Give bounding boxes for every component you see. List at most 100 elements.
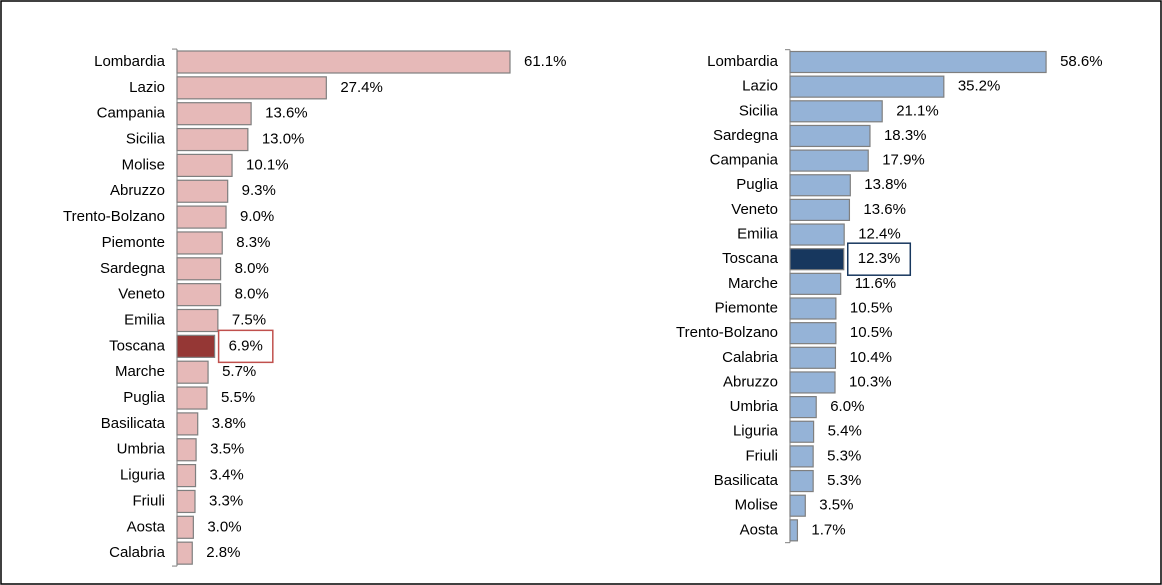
value-label: 13.8% bbox=[864, 176, 907, 193]
value-label: 3.8% bbox=[212, 415, 246, 432]
category-label: Sardegna bbox=[100, 260, 166, 277]
value-label: 21.1% bbox=[896, 102, 939, 119]
category-label: Lazio bbox=[129, 79, 165, 96]
category-label: Lombardia bbox=[94, 53, 166, 70]
bar bbox=[176, 50, 511, 74]
value-label: 27.4% bbox=[340, 79, 383, 96]
bar bbox=[789, 420, 815, 443]
bar bbox=[176, 179, 229, 203]
value-label: 13.6% bbox=[863, 201, 906, 218]
value-label: 5.3% bbox=[827, 472, 861, 489]
value-label: 7.5% bbox=[232, 311, 266, 328]
bar bbox=[176, 76, 327, 100]
category-label: Emilia bbox=[124, 311, 165, 328]
category-label: Lombardia bbox=[707, 53, 779, 70]
value-label: 10.3% bbox=[849, 373, 892, 390]
value-label: 8.3% bbox=[236, 234, 270, 251]
category-label: Sardegna bbox=[713, 127, 779, 144]
category-label: Liguria bbox=[733, 423, 779, 440]
value-label: 12.3% bbox=[858, 250, 901, 267]
value-label: 9.0% bbox=[240, 208, 274, 225]
highlight-box bbox=[847, 242, 912, 276]
value-label: 35.2% bbox=[958, 78, 1001, 95]
bar bbox=[789, 75, 945, 98]
value-label: 3.0% bbox=[207, 518, 241, 535]
category-label: Aosta bbox=[127, 518, 166, 535]
value-label: 18.3% bbox=[884, 127, 927, 144]
category-label: Campania bbox=[97, 105, 166, 122]
value-label: 9.3% bbox=[242, 182, 276, 199]
value-label: 17.9% bbox=[882, 152, 925, 169]
category-label: Friuli bbox=[746, 447, 779, 464]
bar bbox=[176, 360, 209, 384]
category-label: Molise bbox=[122, 156, 165, 173]
bar bbox=[789, 198, 851, 221]
bar bbox=[789, 272, 842, 295]
category-label: Liguria bbox=[120, 467, 166, 484]
category-label: Calabria bbox=[722, 349, 779, 366]
category-label: Abruzzo bbox=[110, 182, 165, 199]
bar bbox=[176, 283, 222, 307]
category-label: Molise bbox=[735, 497, 778, 514]
bar bbox=[789, 297, 837, 320]
category-label: Marche bbox=[728, 275, 778, 292]
value-label: 5.4% bbox=[828, 423, 862, 440]
value-label: 8.0% bbox=[235, 286, 269, 303]
bar bbox=[176, 102, 252, 126]
category-label: Friuli bbox=[133, 492, 166, 509]
bar bbox=[176, 541, 193, 565]
category-label: Umbria bbox=[117, 441, 166, 458]
highlight-box bbox=[217, 329, 274, 364]
bar bbox=[176, 231, 223, 255]
category-label: Abruzzo bbox=[723, 373, 778, 390]
bar bbox=[789, 248, 845, 271]
bar bbox=[176, 515, 194, 539]
bar bbox=[176, 205, 227, 229]
category-label: Campania bbox=[710, 152, 779, 169]
bar bbox=[789, 322, 837, 345]
category-label: Toscana bbox=[722, 250, 779, 267]
value-label: 2.8% bbox=[206, 544, 240, 561]
value-label: 3.4% bbox=[210, 467, 244, 484]
value-label: 12.4% bbox=[858, 226, 901, 243]
value-label: 3.5% bbox=[819, 497, 853, 514]
bar bbox=[176, 334, 216, 358]
bar bbox=[176, 127, 249, 152]
value-label: 10.5% bbox=[850, 299, 893, 316]
value-label: 10.1% bbox=[246, 156, 289, 173]
category-label: Puglia bbox=[123, 389, 165, 406]
value-label: 11.6% bbox=[855, 275, 896, 292]
bar bbox=[789, 494, 806, 517]
category-label: Trento-Bolzano bbox=[676, 324, 778, 341]
category-label: Aosta bbox=[740, 521, 779, 538]
value-label: 3.3% bbox=[209, 492, 243, 509]
category-label: Basilicata bbox=[714, 472, 779, 489]
value-label: 3.5% bbox=[210, 441, 244, 458]
bar bbox=[176, 464, 197, 488]
value-label: 5.5% bbox=[221, 389, 255, 406]
value-label: 61.1% bbox=[524, 53, 567, 70]
bar bbox=[789, 469, 814, 493]
bar bbox=[789, 124, 871, 148]
category-label: Sicilia bbox=[126, 131, 166, 148]
category-label: Trento-Bolzano bbox=[63, 208, 165, 225]
category-label: Piemonte bbox=[102, 234, 165, 251]
category-label: Emilia bbox=[737, 226, 778, 243]
category-label: Umbria bbox=[730, 398, 779, 415]
value-label: 10.4% bbox=[849, 349, 892, 366]
bar bbox=[789, 100, 883, 123]
bar bbox=[176, 412, 199, 436]
value-label: 8.0% bbox=[235, 260, 269, 277]
value-label: 6.0% bbox=[830, 398, 864, 415]
bar bbox=[789, 346, 837, 369]
value-label: 13.0% bbox=[262, 131, 305, 148]
bar bbox=[789, 445, 814, 468]
bar bbox=[789, 371, 836, 394]
category-label: Veneto bbox=[731, 201, 778, 218]
category-label: Basilicata bbox=[101, 415, 166, 432]
value-label: 13.6% bbox=[265, 105, 308, 122]
category-label: Veneto bbox=[118, 286, 165, 303]
value-label: 10.5% bbox=[850, 324, 893, 341]
bar bbox=[789, 519, 799, 542]
